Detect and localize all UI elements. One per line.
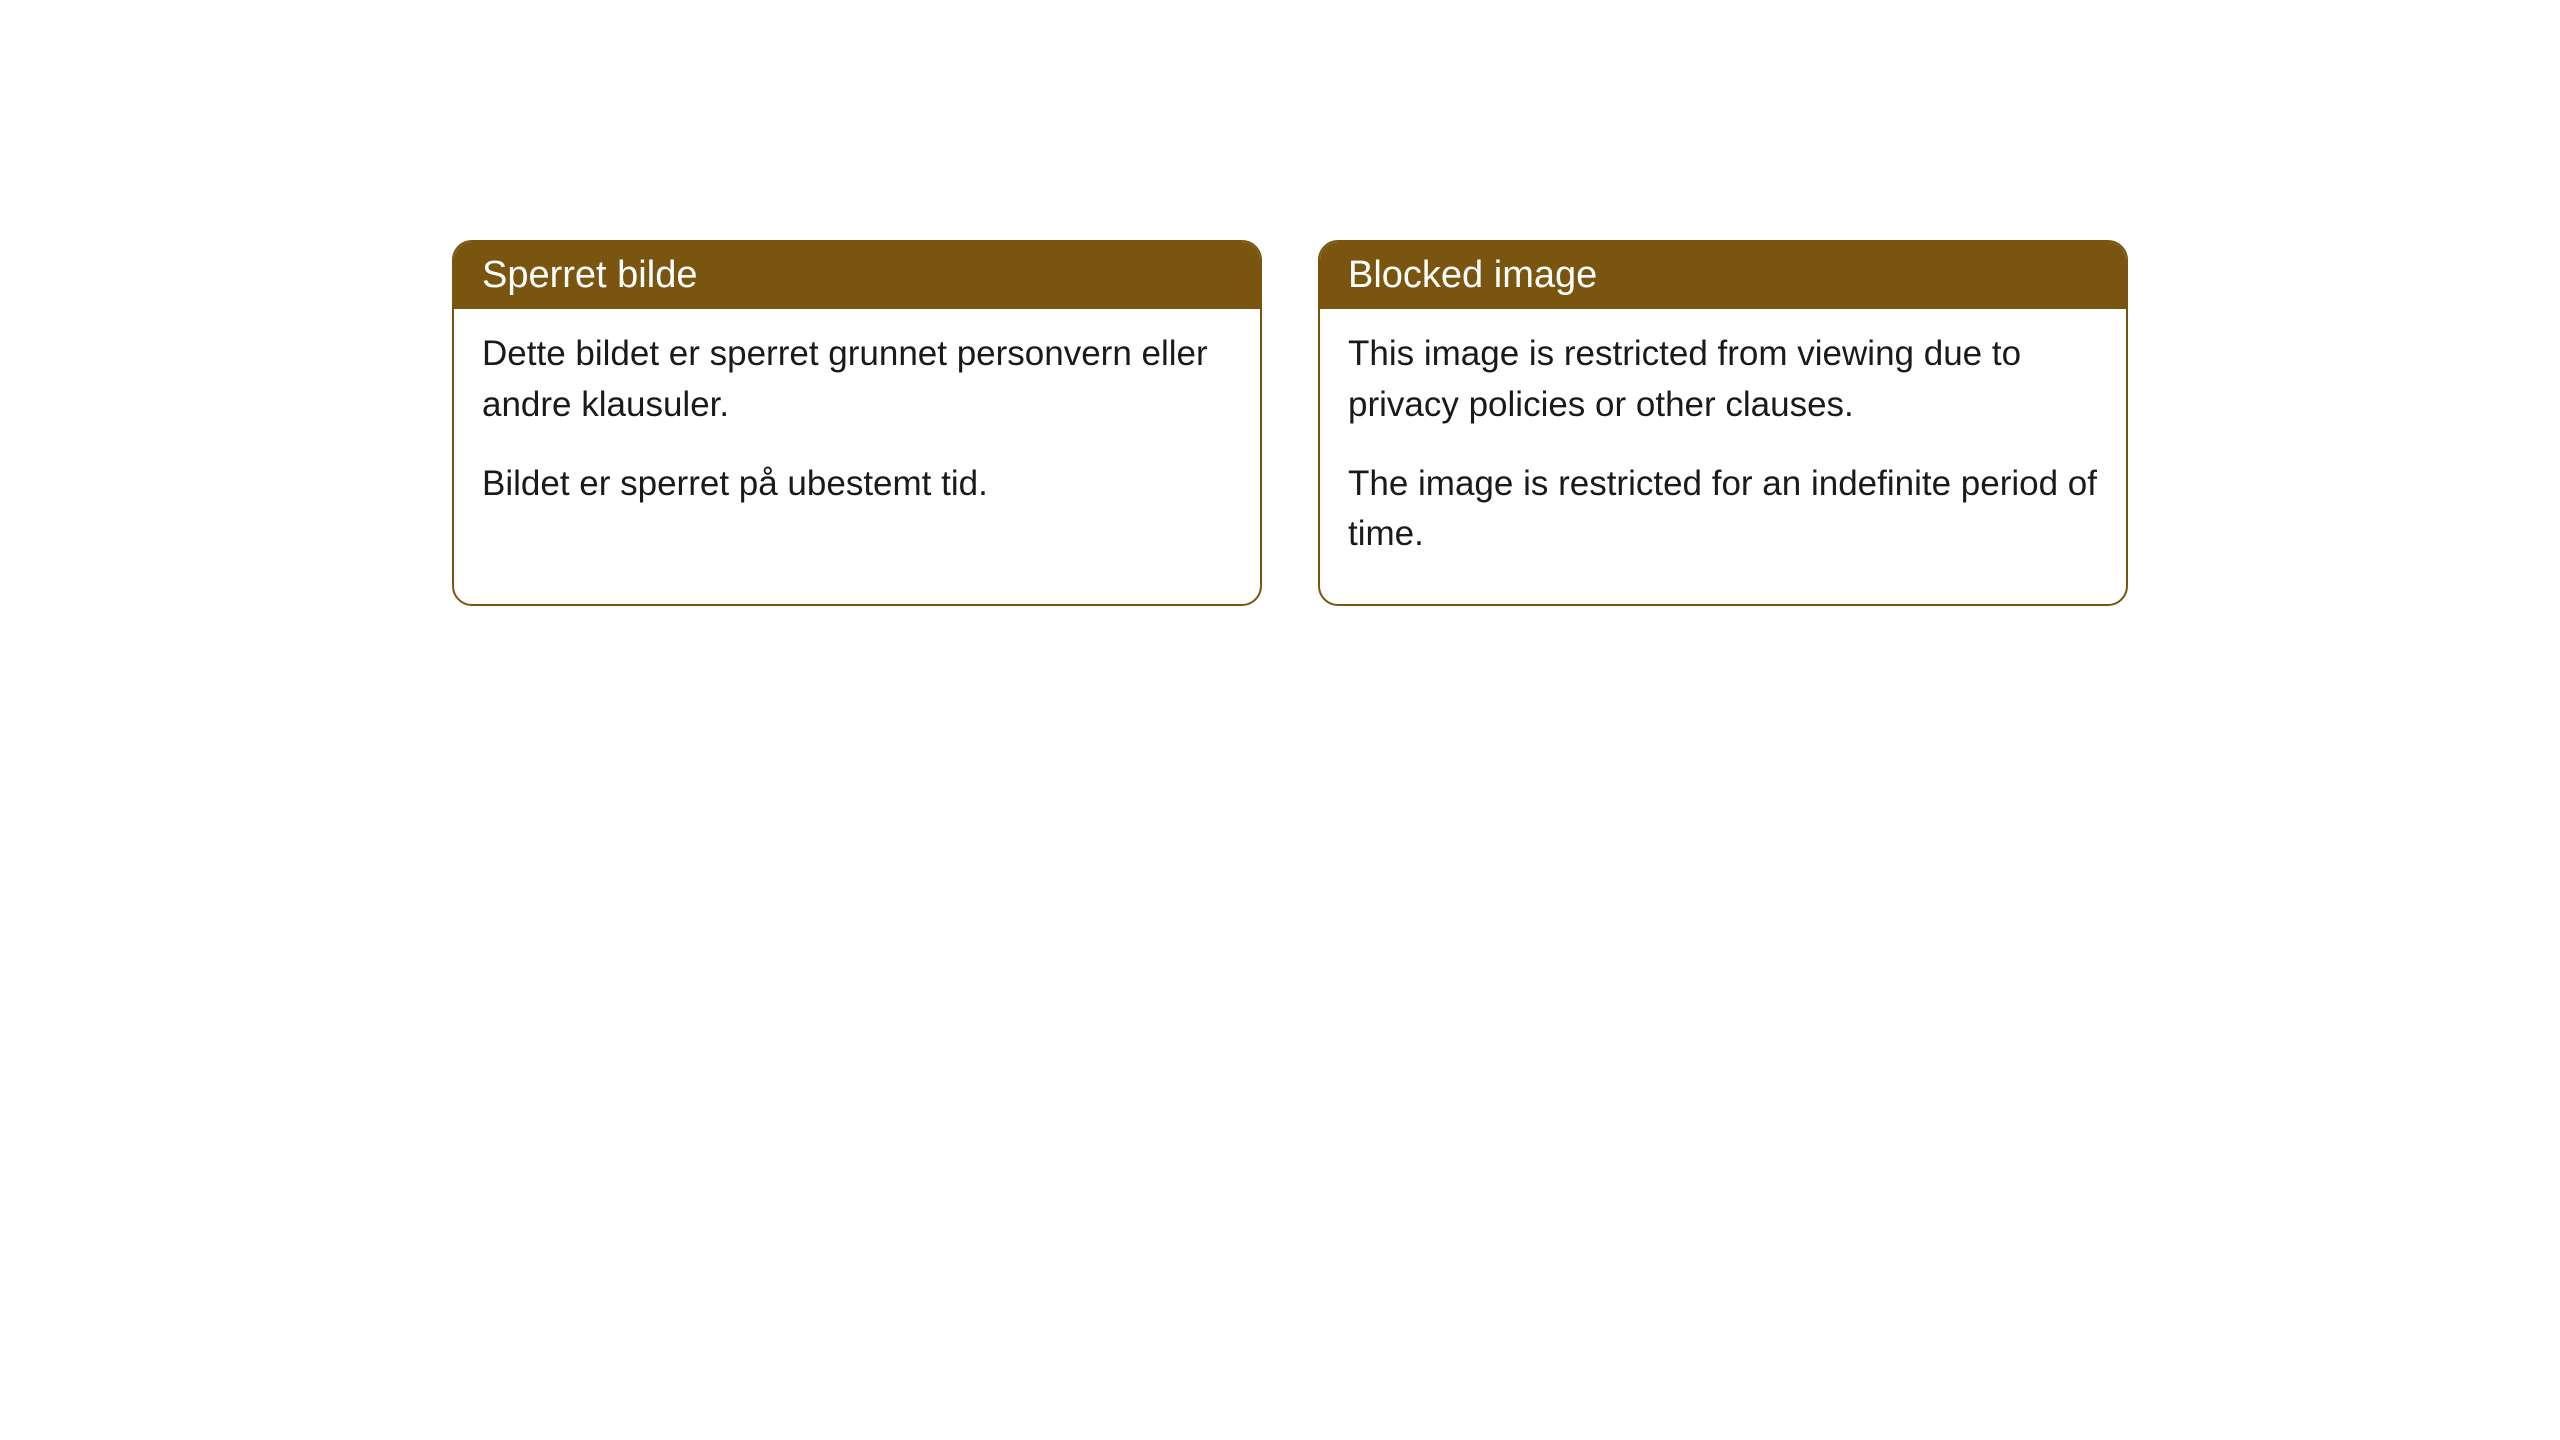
card-paragraph: Dette bildet er sperret grunnet personve… — [482, 329, 1232, 431]
card-body: Dette bildet er sperret grunnet personve… — [454, 309, 1260, 553]
card-title: Blocked image — [1348, 254, 1597, 296]
card-title: Sperret bilde — [482, 254, 697, 296]
card-body: This image is restricted from viewing du… — [1320, 309, 2126, 604]
card-header: Sperret bilde — [454, 242, 1260, 309]
blocked-image-card-norwegian: Sperret bilde Dette bildet er sperret gr… — [452, 240, 1262, 606]
card-paragraph: The image is restricted for an indefinit… — [1348, 459, 2098, 561]
card-paragraph: This image is restricted from viewing du… — [1348, 329, 2098, 431]
card-header: Blocked image — [1320, 242, 2126, 309]
cards-container: Sperret bilde Dette bildet er sperret gr… — [452, 240, 2128, 606]
card-paragraph: Bildet er sperret på ubestemt tid. — [482, 459, 1232, 510]
blocked-image-card-english: Blocked image This image is restricted f… — [1318, 240, 2128, 606]
